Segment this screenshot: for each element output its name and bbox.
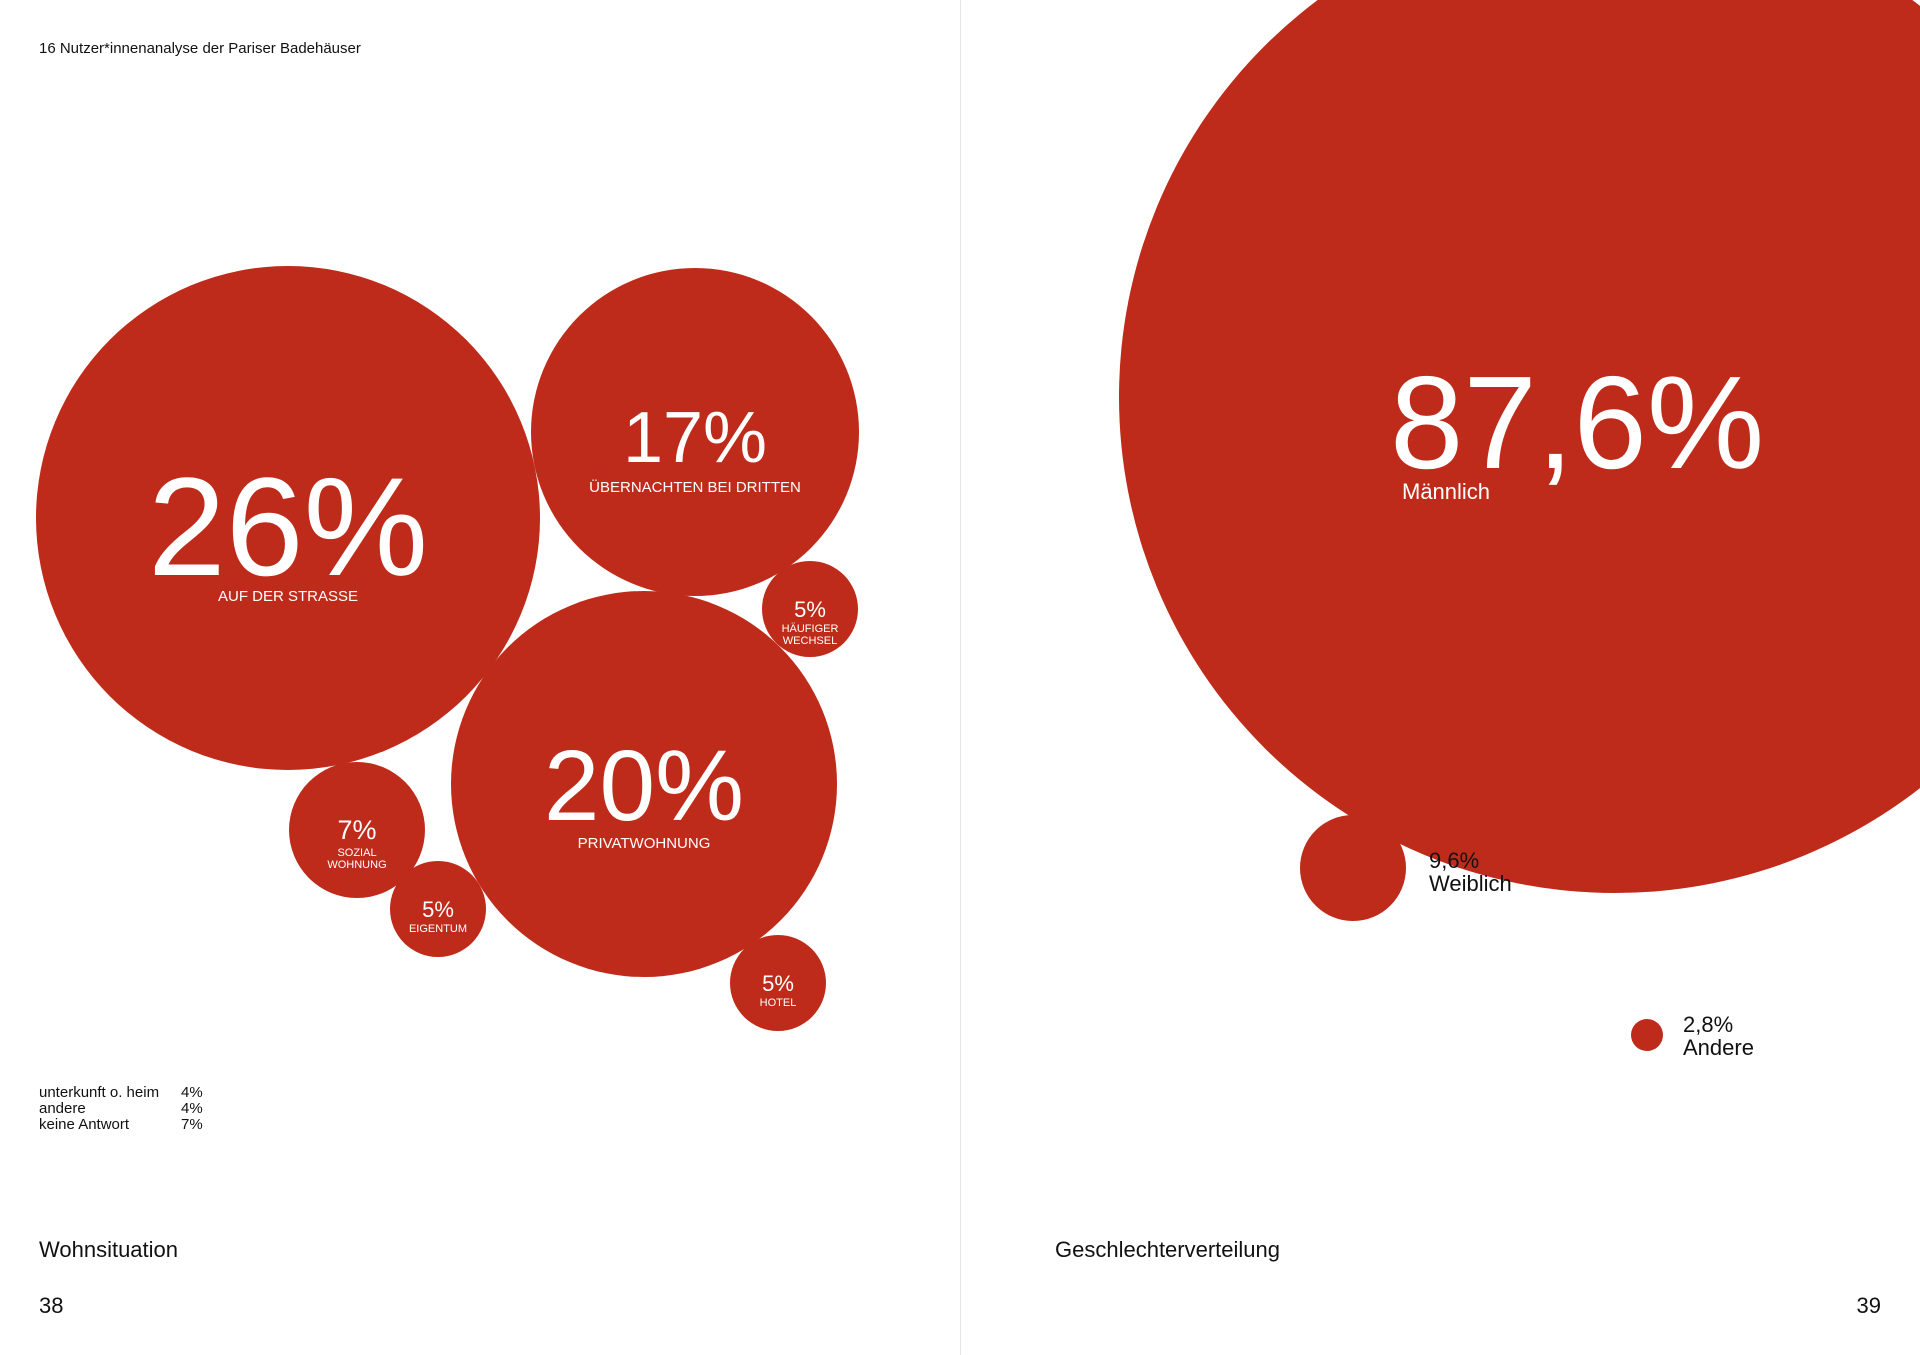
- page-gutter: [960, 0, 961, 1355]
- page-number-right: 39: [1856, 1293, 1881, 1318]
- bubble-category-label: Männlich: [1402, 479, 1490, 504]
- bubble-category-label: PRIVATWOHNUNG: [578, 835, 711, 852]
- chart-title-geschlechterverteilung: Geschlechterverteilung: [1055, 1237, 1281, 1262]
- legend-value: 4%: [181, 1100, 203, 1117]
- legend-row: unterkunft o. heim 4%: [39, 1085, 203, 1101]
- bubble-wohnsituation: [531, 268, 859, 596]
- legend-row: andere 4%: [39, 1101, 203, 1117]
- bubble-category-label: SOZIAL: [337, 847, 376, 859]
- bubble-category-label: AUF DER STRASSE: [218, 588, 358, 605]
- bubble-category-label: WOHNUNG: [327, 859, 386, 871]
- bubble-wohnsituation: [289, 762, 425, 898]
- legend-value: 4%: [181, 1084, 203, 1101]
- bubble-value-label: 20%: [544, 730, 744, 842]
- bubble-category-label: WECHSEL: [783, 635, 837, 647]
- bubble-value-label: 26%: [148, 448, 428, 605]
- bubble-geschlecht: [1631, 1019, 1663, 1051]
- page-number-left: 38: [39, 1293, 64, 1318]
- bubble-wohnsituation: [451, 591, 837, 977]
- bubble-category-label: ÜBERNACHTEN BEI DRITTEN: [589, 478, 801, 496]
- bubble-value-label: 17%: [623, 398, 767, 478]
- legend-label: andere: [39, 1100, 86, 1117]
- bubble-value-label: 7%: [337, 815, 376, 845]
- bubble-geschlecht: [1300, 815, 1406, 921]
- bubble-wohnsituation: [36, 266, 540, 770]
- legend-row: keine Antwort 7%: [39, 1117, 203, 1133]
- bubble-value-label: 87,6%: [1390, 349, 1764, 496]
- running-head: 16 Nutzer*innenanalyse der Pariser Badeh…: [39, 40, 361, 57]
- bubble-value-label: 2,8%: [1683, 1012, 1733, 1037]
- bubble-category-label: HOTEL: [760, 997, 797, 1009]
- bubble-value-label: 5%: [422, 897, 454, 922]
- legend-label: unterkunft o. heim: [39, 1084, 160, 1101]
- chart-title-wohnsituation: Wohnsituation: [39, 1237, 179, 1262]
- bubble-category-label: HÄUFIGER: [782, 623, 839, 635]
- bubble-geschlecht: [1119, 0, 1920, 893]
- bubble-wohnsituation: [730, 935, 826, 1031]
- bubble-value-label: 5%: [762, 971, 794, 996]
- legend-label: keine Antwort: [39, 1116, 130, 1133]
- other-answers-legend: unterkunft o. heim 4% andere 4% keine An…: [39, 1085, 203, 1133]
- bubble-value-label: 5%: [794, 597, 826, 622]
- bubble-value-label: 9,6%: [1429, 848, 1479, 873]
- bubble-wohnsituation: [390, 861, 486, 957]
- bubble-category-label: Weiblich: [1429, 871, 1512, 896]
- bubble-category-label: Andere: [1683, 1035, 1754, 1060]
- bubble-wohnsituation: [762, 561, 858, 657]
- bubble-category-label: EIGENTUM: [409, 923, 467, 935]
- legend-value: 7%: [181, 1116, 203, 1133]
